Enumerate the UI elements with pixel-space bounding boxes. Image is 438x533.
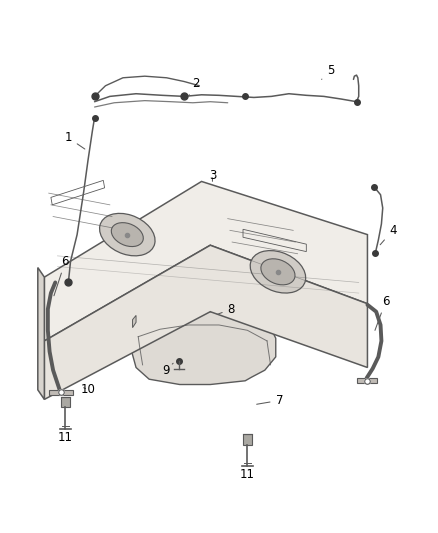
Text: 5: 5 — [321, 64, 334, 79]
Polygon shape — [133, 316, 136, 328]
Bar — [243, 434, 252, 445]
Bar — [60, 397, 70, 407]
Polygon shape — [49, 390, 73, 395]
Text: 3: 3 — [209, 168, 216, 182]
Polygon shape — [357, 378, 377, 383]
Ellipse shape — [261, 259, 295, 285]
Text: 10: 10 — [81, 383, 95, 397]
Polygon shape — [132, 312, 276, 384]
Text: 7: 7 — [257, 394, 283, 407]
Text: 11: 11 — [58, 431, 73, 444]
Text: 2: 2 — [188, 77, 200, 96]
Polygon shape — [44, 181, 367, 341]
Text: 6: 6 — [54, 255, 69, 296]
Text: 1: 1 — [65, 131, 85, 149]
Text: 8: 8 — [217, 303, 235, 316]
Text: 11: 11 — [240, 469, 255, 481]
Polygon shape — [44, 245, 367, 399]
Polygon shape — [38, 268, 44, 399]
Ellipse shape — [250, 251, 306, 293]
Text: 6: 6 — [375, 295, 389, 330]
Text: 9: 9 — [162, 364, 173, 377]
Ellipse shape — [99, 213, 155, 256]
Text: 4: 4 — [380, 224, 396, 245]
Ellipse shape — [111, 223, 143, 247]
